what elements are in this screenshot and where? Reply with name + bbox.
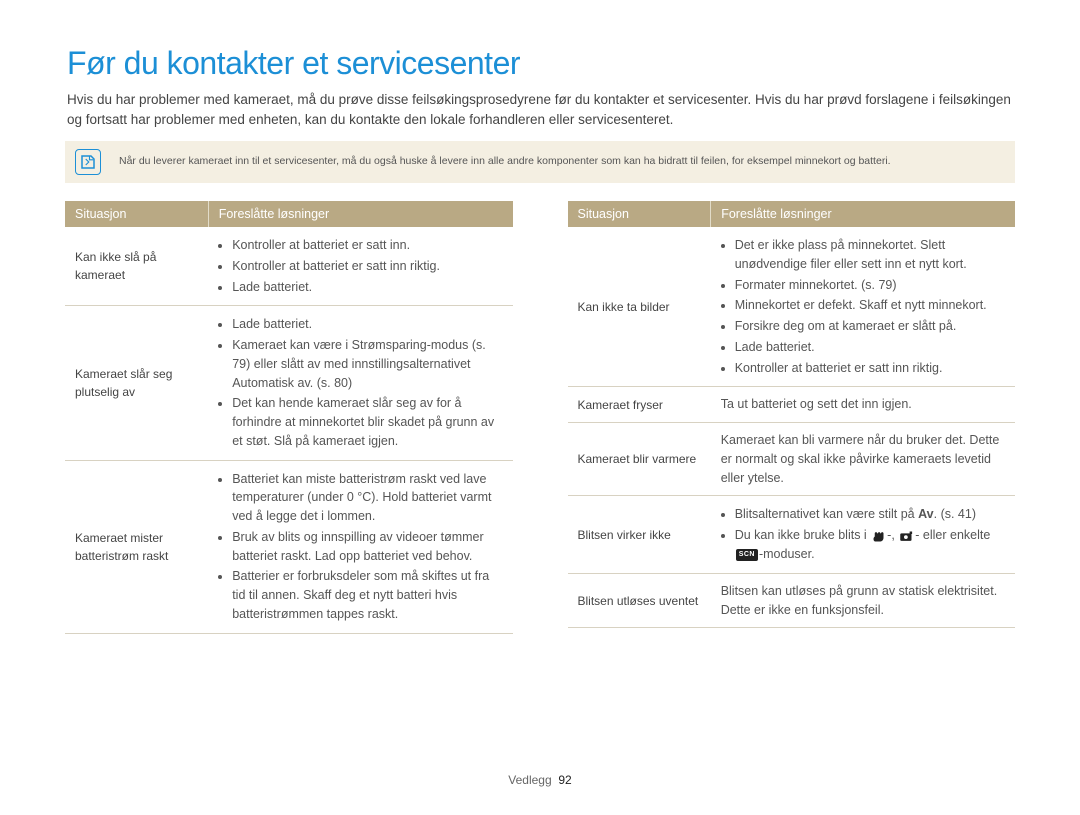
page-number: 92 — [558, 773, 571, 787]
intro-paragraph: Hvis du har problemer med kameraet, må d… — [67, 90, 1015, 129]
solution-cell: Blitsalternativet kan være stilt på Av. … — [711, 496, 1015, 574]
bullet: Blitsalternativet kan være stilt på Av. … — [735, 504, 1005, 525]
bullet: Lade batteriet. — [232, 314, 502, 335]
solution-cell: Kontroller at batteriet er satt inn. Kon… — [208, 227, 512, 306]
page-title: Før du kontakter et servicesenter — [67, 45, 1015, 82]
troubleshoot-table-left: Situasjon Foreslåtte løsninger Kan ikke … — [65, 201, 513, 634]
table-row: Kan ikke ta bilder Det er ikke plass på … — [568, 227, 1016, 387]
solution-cell: Lade batteriet. Kameraet kan være i Strø… — [208, 306, 512, 460]
header-situation: Situasjon — [568, 201, 711, 227]
left-column: Situasjon Foreslåtte løsninger Kan ikke … — [65, 201, 513, 634]
hand-icon — [871, 526, 886, 545]
bullet: Kontroller at batteriet er satt inn rikt… — [232, 256, 502, 277]
bullet: Minnekortet er defekt. Skaff et nytt min… — [735, 295, 1005, 316]
text: -moduser. — [759, 547, 815, 561]
bullet: Lade batteriet. — [232, 277, 502, 298]
footer-label: Vedlegg — [508, 773, 551, 787]
solution-cell: Kameraet kan bli varmere når du bruker d… — [711, 423, 1015, 496]
scn-icon: SCN — [736, 549, 758, 562]
bullet: Bruk av blits og innspilling av videoer … — [232, 527, 502, 567]
header-solution: Foreslåtte løsninger — [208, 201, 512, 227]
bullet: Batteriet kan miste batteristrøm raskt v… — [232, 469, 502, 527]
table-row: Kan ikke slå på kameraet Kontroller at b… — [65, 227, 513, 306]
info-icon — [75, 149, 101, 175]
bullet: Lade batteriet. — [735, 337, 1005, 358]
situation-cell: Blitsen virker ikke — [568, 496, 711, 574]
text: -, — [887, 528, 898, 542]
camera-icon — [899, 526, 914, 545]
situation-cell: Kameraet blir varmere — [568, 423, 711, 496]
text: Du kan ikke bruke blits i — [735, 528, 870, 542]
table-row: Kameraet blir varmere Kameraet kan bli v… — [568, 423, 1016, 496]
bullet: Det er ikke plass på minnekortet. Slett … — [735, 235, 1005, 275]
note-text: Når du leverer kameraet inn til et servi… — [119, 155, 891, 169]
table-row: Kameraet slår seg plutselig av Lade batt… — [65, 306, 513, 460]
bullet: Formater minnekortet. (s. 79) — [735, 275, 1005, 296]
situation-cell: Kameraet fryser — [568, 387, 711, 423]
situation-cell: Kan ikke ta bilder — [568, 227, 711, 387]
text: . (s. 41) — [934, 507, 976, 521]
page-footer: Vedlegg 92 — [0, 773, 1080, 787]
bullet: Kontroller at batteriet er satt inn. — [232, 235, 502, 256]
troubleshoot-table-right: Situasjon Foreslåtte løsninger Kan ikke … — [568, 201, 1016, 628]
situation-cell: Kan ikke slå på kameraet — [65, 227, 208, 306]
text: - eller enkelte — [915, 528, 990, 542]
header-situation: Situasjon — [65, 201, 208, 227]
situation-cell: Kameraet mister batteristrøm raskt — [65, 460, 208, 633]
table-header-row: Situasjon Foreslåtte løsninger — [568, 201, 1016, 227]
solution-cell: Ta ut batteriet og sett det inn igjen. — [711, 387, 1015, 423]
table-row: Blitsen virker ikke Blitsalternativet ka… — [568, 496, 1016, 574]
bullet: Kameraet kan være i Strømsparing-modus (… — [232, 335, 502, 393]
text: Blitsalternativet kan være stilt på — [735, 507, 918, 521]
situation-cell: Blitsen utløses uventet — [568, 573, 711, 628]
bullet: Forsikre deg om at kameraet er slått på. — [735, 316, 1005, 337]
solution-cell: Batteriet kan miste batteristrøm raskt v… — [208, 460, 512, 633]
solution-cell: Det er ikke plass på minnekortet. Slett … — [711, 227, 1015, 387]
bullet: Det kan hende kameraet slår seg av for å… — [232, 393, 502, 451]
table-header-row: Situasjon Foreslåtte løsninger — [65, 201, 513, 227]
table-row: Kameraet fryser Ta ut batteriet og sett … — [568, 387, 1016, 423]
table-row: Blitsen utløses uventet Blitsen kan utlø… — [568, 573, 1016, 628]
bullet: Kontroller at batteriet er satt inn rikt… — [735, 358, 1005, 379]
bullet: Du kan ikke bruke blits i -, - eller enk… — [735, 525, 1005, 565]
bullet: Batterier er forbruksdeler som må skifte… — [232, 566, 502, 624]
note-box: Når du leverer kameraet inn til et servi… — [65, 141, 1015, 183]
right-column: Situasjon Foreslåtte løsninger Kan ikke … — [568, 201, 1016, 634]
situation-cell: Kameraet slår seg plutselig av — [65, 306, 208, 460]
solution-cell: Blitsen kan utløses på grunn av statisk … — [711, 573, 1015, 628]
table-row: Kameraet mister batteristrøm raskt Batte… — [65, 460, 513, 633]
header-solution: Foreslåtte løsninger — [711, 201, 1015, 227]
bold-text: Av — [918, 507, 934, 521]
